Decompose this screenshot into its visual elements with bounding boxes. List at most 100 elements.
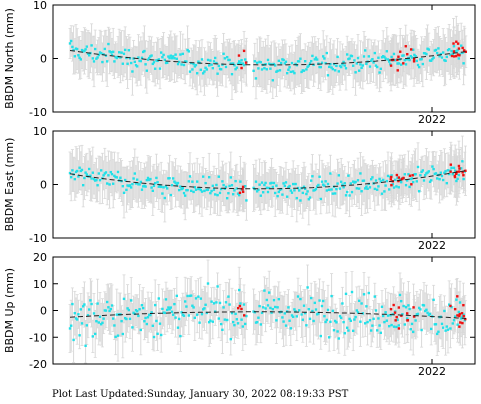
cyan-point [130, 186, 133, 189]
cyan-point [402, 54, 405, 57]
cyan-point [348, 194, 351, 197]
cyan-point [456, 48, 459, 52]
cyan-point [304, 311, 307, 315]
cyan-point [96, 184, 99, 187]
cyan-point [268, 62, 271, 65]
cyan-point [300, 70, 303, 74]
cyan-point [209, 59, 212, 62]
cyan-point [208, 64, 211, 67]
cyan-point [359, 320, 362, 323]
cyan-point [154, 181, 157, 185]
cyan-point [264, 63, 267, 66]
cyan-point [334, 69, 337, 72]
cyan-point [288, 66, 291, 69]
cyan-point [456, 323, 459, 326]
cyan-point [91, 335, 94, 338]
cyan-point [203, 307, 206, 310]
cyan-point [137, 314, 140, 318]
cyan-point [409, 54, 412, 58]
cyan-point [155, 319, 158, 323]
cyan-point [452, 45, 456, 48]
cyan-point [379, 331, 382, 335]
cyan-point [265, 298, 268, 302]
cyan-point [397, 324, 400, 327]
cyan-point [431, 165, 434, 168]
red-point [449, 304, 452, 308]
cyan-point [434, 48, 438, 52]
cyan-point [70, 175, 73, 179]
cyan-point [242, 303, 246, 306]
cyan-point [179, 53, 182, 56]
cyan-point [244, 184, 247, 188]
cyan-point [190, 189, 193, 193]
cyan-point [230, 184, 234, 187]
cyan-point [136, 65, 139, 68]
cyan-point [152, 61, 156, 64]
cyan-point [92, 312, 96, 315]
cyan-point [443, 171, 446, 175]
cyan-point [384, 57, 387, 60]
cyan-point [281, 193, 284, 196]
cyan-point [172, 313, 175, 316]
cyan-point [392, 186, 396, 189]
cyan-point [104, 309, 108, 312]
cyan-point [288, 319, 291, 322]
cyan-point [85, 45, 88, 48]
cyan-point [190, 294, 193, 297]
cyan-point [370, 59, 373, 62]
cyan-point [173, 180, 176, 183]
cyan-point [122, 297, 126, 301]
cyan-point [313, 58, 316, 61]
cyan-point [454, 315, 457, 318]
cyan-point [211, 184, 214, 188]
cyan-point [324, 180, 327, 183]
cyan-point [145, 69, 148, 72]
cyan-point [396, 318, 399, 321]
cyan-point [133, 172, 136, 175]
cyan-point [400, 63, 403, 66]
cyan-point [286, 195, 289, 198]
cyan-point [109, 50, 112, 54]
cyan-point [451, 322, 454, 325]
cyan-point [416, 165, 420, 169]
cyan-point [77, 54, 80, 57]
panel-2: -10 0 10 2022 BBDM East (mm) [3, 125, 476, 252]
cyan-point [294, 310, 297, 313]
cyan-point [191, 180, 194, 183]
cyan-point [256, 61, 259, 64]
cyan-point [330, 188, 333, 191]
cyan-point [235, 318, 238, 321]
cyan-point [149, 313, 152, 317]
cyan-point [323, 314, 326, 318]
cyan-point [293, 308, 296, 311]
cyan-point [365, 62, 368, 66]
cyan-point [167, 306, 170, 309]
cyan-point [245, 199, 248, 202]
cyan-point [173, 302, 176, 306]
red-point [389, 64, 393, 67]
cyan-point [378, 324, 381, 327]
cyan-point [259, 323, 262, 326]
data-points [68, 160, 467, 202]
cyan-point [449, 327, 452, 330]
cyan-point [320, 304, 324, 308]
cyan-point [340, 65, 343, 69]
cyan-point [263, 289, 266, 292]
cyan-point [77, 313, 80, 316]
cyan-point [305, 192, 308, 196]
cyan-point [160, 185, 163, 189]
red-point [400, 177, 404, 181]
cyan-point [354, 180, 357, 184]
cyan-point [324, 320, 327, 324]
cyan-point [120, 319, 123, 323]
cyan-point [96, 302, 99, 305]
cyan-point [292, 182, 295, 186]
cyan-point [407, 173, 410, 176]
cyan-point [414, 173, 417, 176]
cyan-point [338, 314, 342, 318]
cyan-point [406, 179, 409, 182]
cyan-point [212, 302, 216, 305]
cyan-point [432, 167, 435, 171]
cyan-point [233, 64, 236, 67]
cyan-point [264, 181, 267, 185]
